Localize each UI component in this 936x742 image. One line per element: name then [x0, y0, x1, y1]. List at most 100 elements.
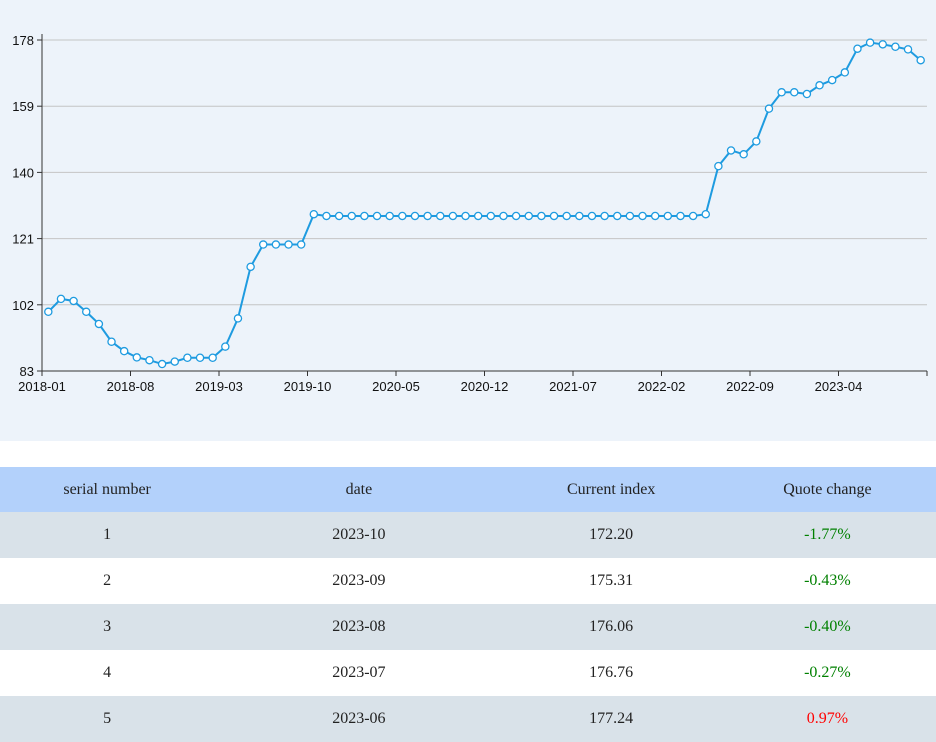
data-point: [878, 40, 888, 49]
data-point: [853, 44, 862, 53]
y-tick-label: 121: [12, 232, 34, 247]
header-serial-number: serial number: [0, 467, 215, 512]
current-index-cell: 175.31: [503, 558, 719, 604]
data-point: [448, 211, 458, 221]
current-index-cell: 172.20: [503, 512, 719, 558]
data-point: [107, 337, 116, 346]
data-point: [473, 211, 483, 221]
data-point: [790, 88, 799, 97]
quote-change-cell: -0.43%: [718, 558, 936, 604]
data-point: [777, 88, 786, 97]
date-cell: 2023-08: [214, 604, 504, 650]
x-tick-label: 2019-03: [195, 379, 243, 394]
data-point: [726, 146, 736, 155]
header-quote-change: Quote change: [718, 467, 936, 512]
data-point: [891, 42, 900, 52]
x-tick-label: 2019-10: [284, 379, 332, 394]
data-point: [233, 314, 243, 323]
data-point: [309, 209, 319, 219]
data-point: [69, 296, 78, 306]
data-point: [410, 211, 420, 221]
data-point: [701, 209, 711, 219]
current-index-cell: 177.24: [503, 696, 719, 742]
data-point: [157, 359, 167, 369]
header-current-index: Current index: [503, 467, 719, 512]
data-point: [865, 38, 875, 47]
data-point: [119, 346, 129, 356]
x-tick-label: 2022-09: [726, 379, 774, 394]
data-point: [600, 211, 609, 221]
date-cell: 2023-06: [214, 696, 504, 742]
data-point: [221, 342, 230, 351]
data-point: [739, 150, 748, 159]
data-point: [385, 211, 394, 221]
data-point: [398, 211, 407, 221]
y-tick-label: 140: [12, 165, 34, 180]
quote-change-cell: -0.27%: [718, 650, 936, 696]
serial-number-cell: 1: [0, 512, 215, 558]
series-line: [47, 41, 922, 366]
data-point: [549, 211, 559, 221]
quote-change-cell: -1.77%: [718, 512, 936, 558]
date-cell: 2023-09: [214, 558, 504, 604]
index-table: serial number date Current index Quote c…: [0, 467, 936, 742]
data-point: [916, 55, 925, 65]
data-point: [258, 240, 268, 249]
data-point: [94, 319, 104, 329]
data-point: [537, 211, 546, 221]
date-cell: 2023-07: [214, 650, 504, 696]
line-chart: 83 102 121 140 159 178 2018-01 2018-08 2019-03 20…: [0, 0, 936, 441]
data-point: [613, 211, 622, 221]
serial-number-cell: 5: [0, 696, 215, 742]
data-point: [650, 211, 660, 221]
y-tick-label: 102: [12, 298, 34, 313]
data-point: [524, 211, 534, 221]
x-tick-label: 2021-07: [549, 379, 597, 394]
current-index-cell: 176.06: [503, 604, 719, 650]
data-point: [714, 161, 723, 171]
quote-change-cell: 0.97%: [718, 696, 936, 742]
data-point: [499, 211, 508, 221]
data-point: [296, 240, 306, 249]
header-date: date: [214, 467, 504, 512]
data-point: [44, 307, 53, 317]
data-point: [688, 211, 698, 221]
current-index-cell: 176.76: [503, 650, 719, 696]
data-point: [208, 353, 217, 363]
data-point: [82, 307, 91, 317]
serial-number-cell: 4: [0, 650, 215, 696]
table-header-row: serial number date Current index Quote c…: [0, 467, 936, 512]
data-point: [827, 75, 837, 85]
quote-change-cell: -0.40%: [718, 604, 936, 650]
data-point: [802, 89, 812, 99]
data-point: [625, 211, 635, 221]
x-tick-label: 2018-01: [18, 379, 66, 394]
data-point: [461, 211, 470, 221]
data-point: [360, 211, 369, 221]
data-point: [676, 211, 685, 221]
data-point: [145, 355, 154, 365]
x-tick-label: 2022-02: [638, 379, 686, 394]
y-tick-label: 83: [20, 364, 34, 379]
data-point: [170, 357, 179, 366]
data-point: [195, 353, 205, 363]
data-point: [903, 45, 913, 54]
table-row: 2 2023-09 175.31 -0.43%: [0, 558, 936, 604]
y-tick-label: 159: [12, 99, 34, 114]
data-point: [587, 211, 597, 221]
data-point: [56, 294, 66, 304]
serial-number-cell: 3: [0, 604, 215, 650]
data-point: [815, 81, 824, 90]
data-point: [271, 240, 281, 249]
data-point: [246, 262, 255, 272]
x-tick-label: 2018-08: [107, 379, 155, 394]
data-point: [486, 211, 496, 221]
data-point: [132, 353, 142, 362]
chart-svg: 83 102 121 140 159 178 2018-01 2018-08 2019-03 20…: [12, 33, 928, 394]
table-row: 3 2023-08 176.06 -0.40%: [0, 604, 936, 650]
x-tick-label: 2023-04: [815, 379, 863, 394]
data-point: [347, 211, 356, 221]
serial-number-cell: 2: [0, 558, 215, 604]
data-point: [764, 104, 774, 113]
data-point: [575, 211, 584, 221]
